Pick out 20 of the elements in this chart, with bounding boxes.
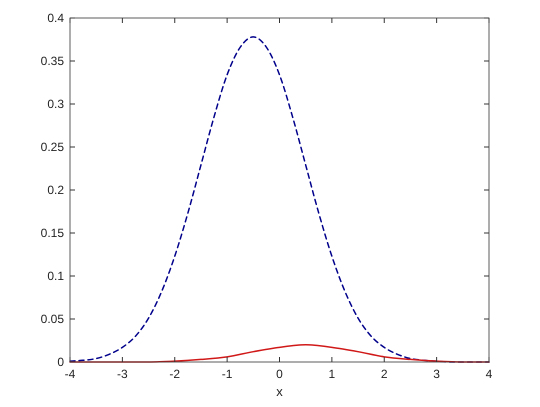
x-tick-label: 0 [276,367,284,381]
x-tick-label: 3 [433,367,440,381]
y-tick-label: 0 [57,355,64,369]
x-axis-title: x [276,384,284,399]
y-tick-label: 0.4 [47,11,64,25]
x-tick-label: 4 [486,367,493,381]
x-tick-label: -3 [117,367,128,381]
line-series [69,344,490,363]
x-tick-label: 2 [380,367,388,381]
y-tick-label: 0.25 [40,140,64,154]
y-tick-label: 0.2 [47,183,64,197]
y-tick-label: 0.15 [40,226,64,240]
y-tick-label: 0.1 [47,269,64,283]
x-tick-label: -1 [222,367,233,381]
y-tick-label: 0.35 [40,54,64,68]
x-tick-label: 1 [328,367,336,381]
y-tick-label: 0.05 [40,312,64,326]
x-tick-label: -2 [169,367,180,381]
y-tick-label: 0.3 [47,97,64,111]
x-tick-label: -4 [64,367,76,381]
